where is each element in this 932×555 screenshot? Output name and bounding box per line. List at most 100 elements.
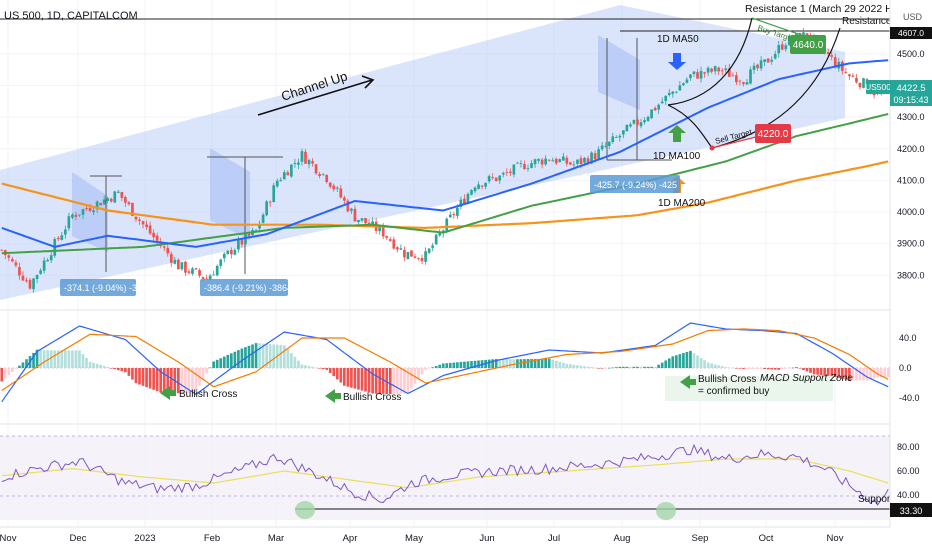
candle-body <box>240 239 244 245</box>
macd-bar <box>759 368 763 369</box>
macd-bar <box>346 368 350 387</box>
bullish-cross-arrow-1-icon <box>160 386 176 400</box>
macd-bar <box>667 358 671 368</box>
macd-bar <box>35 349 39 368</box>
macd-bar <box>597 368 600 369</box>
macd-signal-line <box>1 328 889 391</box>
projection-paths <box>667 17 841 149</box>
rsi-ma-line <box>1 458 889 489</box>
candle-body <box>71 214 74 218</box>
macd-bar <box>491 359 495 368</box>
price-tick-label: 3800.0 <box>897 270 925 280</box>
macd-bar <box>526 359 530 368</box>
time-tick-label: Feb <box>204 533 220 544</box>
candle-body <box>523 164 526 170</box>
candle-body <box>788 35 791 46</box>
candle-body <box>533 159 537 165</box>
candle-body <box>99 202 102 206</box>
macd-bar <box>636 366 639 368</box>
macd-bar <box>184 368 187 393</box>
candle-body <box>784 45 788 50</box>
candle-body <box>18 266 21 276</box>
candle-body <box>720 70 724 72</box>
candle-body <box>576 159 579 164</box>
time-tick-label: Jul <box>548 533 560 544</box>
macd-histogram <box>0 343 890 395</box>
candle-body <box>162 246 166 248</box>
macd-bar <box>311 366 314 368</box>
macd-bar <box>265 343 268 368</box>
candle-body <box>717 67 721 72</box>
candle-body <box>745 82 749 85</box>
macd-bar <box>851 368 855 381</box>
macd-bar <box>848 368 851 381</box>
candle-body <box>25 280 28 282</box>
time-axis-area[interactable] <box>0 527 932 550</box>
price-tick-label: 4000.0 <box>897 207 925 217</box>
macd-bar <box>18 365 21 368</box>
candle-body <box>713 66 717 72</box>
macd-bar <box>713 364 717 368</box>
time-tick-label: Nov <box>0 533 17 544</box>
macd-tick-label: 0.0 <box>899 363 912 373</box>
macd-bar <box>212 361 216 368</box>
macd-bar <box>512 359 516 368</box>
candle-body <box>173 259 177 264</box>
candle-body <box>855 77 858 83</box>
candle-body <box>215 265 219 276</box>
candle-body <box>498 175 502 181</box>
last-price-label: 4422.5 <box>896 83 925 94</box>
macd-bar <box>116 368 120 371</box>
macd-bar <box>448 362 452 368</box>
macd-bar <box>3 368 7 379</box>
candle-body <box>102 199 106 205</box>
candle-body <box>272 185 276 203</box>
ma50-label: 1D MA50 <box>657 34 699 45</box>
candle-body <box>558 159 562 163</box>
candle-body <box>198 270 201 276</box>
macd-bar <box>258 343 261 368</box>
candle-body <box>314 164 318 174</box>
candle-body <box>85 207 88 209</box>
candle-body <box>353 208 357 222</box>
candle-body <box>643 120 646 123</box>
macd-bar <box>339 368 343 383</box>
macd-bar <box>159 368 163 393</box>
candle-body <box>120 191 124 198</box>
macd-bar <box>293 356 297 368</box>
macd-bar <box>643 366 646 368</box>
macd-bar <box>766 368 770 370</box>
macd-bar <box>795 367 798 368</box>
candle-body <box>187 271 191 273</box>
macd-bar <box>127 368 131 376</box>
candle-body <box>177 259 180 270</box>
candle-body <box>759 60 763 69</box>
rsi-tick-label: 80.00 <box>897 442 920 452</box>
candle-body <box>424 251 427 262</box>
candle-body <box>420 257 424 262</box>
macd-bar <box>388 368 392 395</box>
macd-bar <box>819 368 823 376</box>
candle-body <box>501 173 505 175</box>
drop-box-3 <box>590 175 680 193</box>
macd-bar <box>141 368 145 386</box>
macd-bar <box>268 344 272 368</box>
candle-body <box>116 191 120 193</box>
rsi-tick-label: 60.00 <box>897 466 920 476</box>
candle-body <box>201 277 205 279</box>
macd-bar <box>540 358 544 368</box>
macd-bar <box>456 362 459 368</box>
candle-body <box>300 151 304 162</box>
price-tick-label: 4100.0 <box>897 175 925 185</box>
macd-bar <box>180 368 184 393</box>
macd-bar <box>240 348 244 368</box>
candle-body <box>607 141 611 146</box>
candle-body <box>282 172 286 180</box>
macd-bar <box>569 364 572 368</box>
macd-bar <box>247 345 251 368</box>
macd-bar <box>201 368 205 380</box>
candle-body <box>286 172 290 176</box>
candle-body <box>561 156 565 161</box>
macd-bar <box>823 368 827 376</box>
